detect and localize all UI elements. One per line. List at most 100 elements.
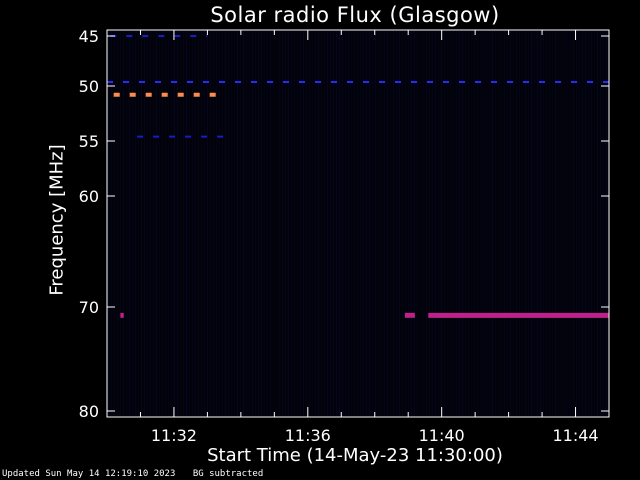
noise-streak: [249, 31, 250, 416]
noise-streak: [291, 31, 292, 416]
x-tick: 11:44: [552, 30, 599, 445]
noise-streak: [222, 31, 223, 416]
noise-streak: [156, 31, 157, 416]
noise-streak: [228, 31, 229, 416]
noise-streak: [309, 31, 310, 416]
noise-streak: [561, 31, 562, 416]
noise-streak: [300, 31, 301, 416]
noise-streak: [339, 31, 340, 416]
noise-streak: [204, 31, 205, 416]
noise-streak: [237, 31, 238, 416]
x-axis-ticks: 11:32 11:36 11:40 11:44: [139, 30, 599, 445]
noise-streak: [504, 31, 505, 416]
updated-timestamp: Updated Sun May 14 12:19:10 2023: [2, 469, 176, 479]
noise-streak: [402, 31, 403, 416]
noise-streak: [141, 31, 142, 416]
noise-streak: [537, 31, 538, 416]
noise-streak: [435, 31, 436, 416]
noise-streak: [552, 31, 553, 416]
noise-streak: [183, 31, 184, 416]
y-tick-label: 60: [79, 187, 99, 206]
noise-streak: [264, 31, 265, 416]
noise-streak: [165, 31, 166, 416]
noise-streak: [126, 31, 127, 416]
noise-streak: [246, 31, 247, 416]
noise-streak: [261, 31, 262, 416]
y-tick-label: 45: [79, 27, 99, 46]
noise-streak: [132, 31, 133, 416]
noise-streak: [432, 31, 433, 416]
noise-streak: [117, 31, 118, 416]
noise-streak: [234, 31, 235, 416]
noise-streak: [315, 31, 316, 416]
y-tick: 60: [79, 187, 609, 206]
noise-streak: [150, 31, 151, 416]
noise-streak: [201, 31, 202, 416]
noise-streak: [363, 31, 364, 416]
noise-streak: [438, 31, 439, 416]
noise-streak: [450, 31, 451, 416]
noise-streak: [387, 31, 388, 416]
noise-streak: [138, 31, 139, 416]
noise-streak: [429, 31, 430, 416]
noise-streak: [477, 31, 478, 416]
noise-streak: [243, 31, 244, 416]
noise-streak: [282, 31, 283, 416]
noise-streak: [591, 31, 592, 416]
noise-streak: [294, 31, 295, 416]
noise-streak: [606, 31, 607, 416]
noise-streak: [240, 31, 241, 416]
y-tick: 50: [79, 77, 609, 96]
noise-streak: [570, 31, 571, 416]
noise-streak: [207, 31, 208, 416]
noise-streak: [555, 31, 556, 416]
noise-streak: [345, 31, 346, 416]
noise-streak: [351, 31, 352, 416]
noise-streak: [258, 31, 259, 416]
noise-streak: [546, 31, 547, 416]
noise-streak: [381, 31, 382, 416]
noise-streak: [579, 31, 580, 416]
noise-streak: [471, 31, 472, 416]
noise-streak: [276, 31, 277, 416]
noise-streak: [543, 31, 544, 416]
y-tick: 80: [79, 402, 609, 421]
noise-streak: [174, 31, 175, 416]
noise-streak: [519, 31, 520, 416]
noise-streak: [267, 31, 268, 416]
noise-streak: [576, 31, 577, 416]
noise-streak: [231, 31, 232, 416]
noise-streak: [489, 31, 490, 416]
noise-streak: [417, 31, 418, 416]
noise-streak: [324, 31, 325, 416]
spectral-features: [107, 35, 609, 318]
noise-streak: [492, 31, 493, 416]
noise-streak: [411, 31, 412, 416]
noise-streak: [486, 31, 487, 416]
noise-streak: [144, 31, 145, 416]
noise-streak: [534, 31, 535, 416]
noise-streak: [567, 31, 568, 416]
noise-streak: [372, 31, 373, 416]
noise-streak: [270, 31, 271, 416]
noise-streak: [297, 31, 298, 416]
noise-streak: [441, 31, 442, 416]
x-tick-label: 11:40: [419, 426, 465, 445]
x-tick-label: 11:36: [285, 426, 331, 445]
noise-streak: [273, 31, 274, 416]
noise-streak: [513, 31, 514, 416]
noise-streak: [348, 31, 349, 416]
y-tick-label: 55: [79, 132, 99, 151]
noise-streak: [465, 31, 466, 416]
y-tick-label: 50: [79, 77, 99, 96]
noise-streak: [420, 31, 421, 416]
noise-streak: [153, 31, 154, 416]
noise-streak: [378, 31, 379, 416]
noise-streak: [498, 31, 499, 416]
y-tick: 70: [79, 298, 609, 317]
y-tick-label: 80: [79, 402, 99, 421]
noise-streak: [594, 31, 595, 416]
noise-streak: [312, 31, 313, 416]
noise-streak: [525, 31, 526, 416]
